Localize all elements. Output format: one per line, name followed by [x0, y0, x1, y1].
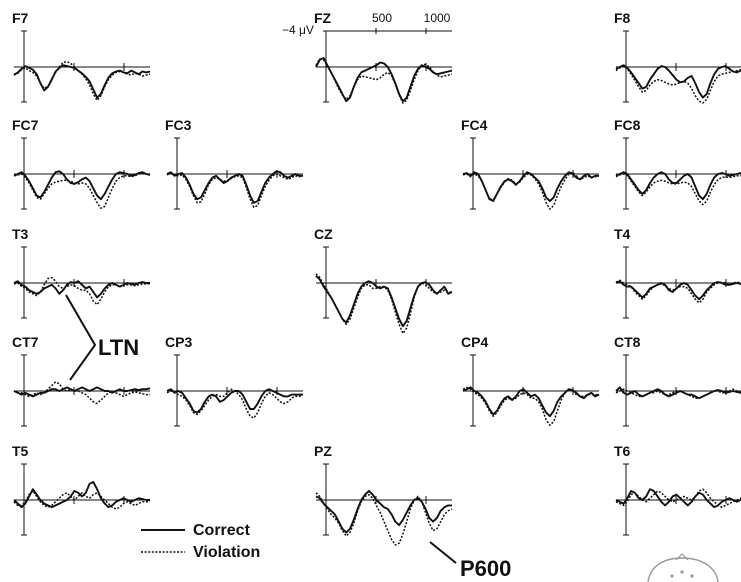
annotation-p600: P600: [429, 541, 511, 581]
panel-fc8: FC8: [614, 117, 741, 210]
legend-correct-label: Correct: [193, 522, 251, 539]
panel-cp3: CP3: [165, 334, 304, 427]
violation-waveform: [13, 381, 150, 405]
electrode-label-f7: F7: [12, 10, 29, 26]
ltn-label: LTN: [98, 335, 139, 360]
panel-ct7: CT7: [12, 334, 151, 427]
electrode-label-t5: T5: [12, 443, 29, 459]
electrode-label-f8: F8: [614, 10, 631, 26]
correct-waveform: [166, 170, 303, 204]
correct-waveform: [13, 170, 151, 201]
correct-waveform: [462, 171, 599, 202]
violation-waveform: [13, 276, 150, 306]
panel-fz: FZ: [314, 10, 453, 104]
ltn-pointer-lines: [65, 294, 97, 381]
correct-waveform: [13, 64, 151, 99]
panel-pz: PZ: [314, 443, 453, 546]
panel-t3: T3: [12, 226, 150, 319]
electrode-label-cp3: CP3: [165, 334, 192, 350]
electrode-label-ct8: CT8: [614, 334, 641, 350]
violation-waveform: [462, 386, 599, 426]
head-map-icon: [647, 553, 719, 582]
scale-header: −4 μV 500 1000: [282, 11, 451, 37]
panel-cz: CZ: [314, 226, 453, 335]
y-scale-label: −4 μV: [282, 23, 314, 37]
electrode-label-t6: T6: [614, 443, 631, 459]
panel-cp4: CP4: [461, 334, 600, 427]
legend-violation-label: Violation: [193, 544, 260, 561]
panel-t4: T4: [614, 226, 741, 319]
electrode-label-fc4: FC4: [461, 117, 488, 133]
p600-label: P600: [460, 556, 511, 581]
correct-waveform: [315, 275, 453, 328]
correct-waveform: [615, 280, 741, 301]
correct-waveform: [13, 481, 150, 509]
violation-waveform: [615, 488, 741, 508]
correct-waveform: [166, 388, 303, 414]
electrode-panels: F7 FZ F8 FC7 FC3 FC4 FC8 T3 CZ T4 CT7 CP3 CP4 CT8 T5 PZ…: [12, 10, 741, 546]
panel-fc7: FC7: [12, 117, 151, 210]
electrode-label-t3: T3: [12, 226, 29, 242]
panel-fc3: FC3: [165, 117, 304, 210]
correct-waveform: [462, 386, 600, 418]
correct-waveform: [615, 64, 741, 99]
panel-f7: F7: [12, 10, 151, 103]
correct-waveform: [13, 386, 151, 398]
correct-waveform: [315, 490, 452, 534]
panel-ct8: CT8: [614, 334, 741, 427]
correct-waveform: [315, 57, 453, 103]
correct-waveform: [615, 171, 741, 201]
violation-waveform: [166, 172, 304, 209]
fz-time-scale: [326, 28, 452, 34]
p600-pointer-line: [429, 541, 457, 564]
electrode-label-ct7: CT7: [12, 334, 39, 350]
violation-waveform: [166, 388, 304, 419]
electrode-label-cz: CZ: [314, 226, 333, 242]
panel-t5: T5: [12, 443, 150, 536]
electrode-label-t4: T4: [614, 226, 631, 242]
violation-waveform: [615, 173, 741, 206]
legend: Correct Violation: [141, 522, 260, 561]
x-tick-label-1000: 1000: [424, 11, 451, 25]
electrode-label-fc8: FC8: [614, 117, 641, 133]
electrode-label-fz: FZ: [314, 10, 332, 26]
panel-fc4: FC4: [461, 117, 600, 210]
electrode-label-fc7: FC7: [12, 117, 39, 133]
correct-waveform: [13, 280, 150, 299]
correct-waveform: [615, 488, 741, 509]
panel-t6: T6: [614, 443, 741, 536]
violation-waveform: [13, 490, 150, 510]
violation-waveform: [615, 279, 741, 304]
electrode-label-pz: PZ: [314, 443, 332, 459]
correct-waveform: [615, 386, 741, 400]
violation-waveform: [13, 172, 150, 209]
violation-waveform: [615, 65, 741, 104]
annotation-ltn: LTN: [65, 294, 139, 381]
panel-f8: F8: [614, 10, 741, 104]
electrode-label-cp4: CP4: [461, 334, 488, 350]
x-tick-label-500: 500: [372, 11, 392, 25]
electrode-label-fc3: FC3: [165, 117, 192, 133]
